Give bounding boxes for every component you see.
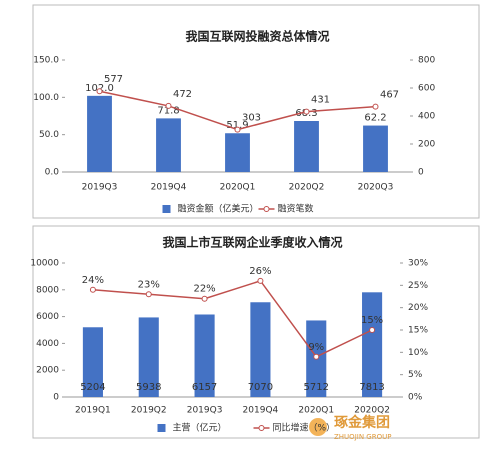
y-tick-label: 100.0 (33, 93, 59, 103)
x-tick-label: 2019Q3 (82, 183, 118, 193)
x-tick-label: 2020Q1 (220, 183, 256, 193)
point-label: 22% (193, 284, 215, 295)
legend-swatch (258, 425, 265, 431)
legend-swatch (162, 205, 171, 213)
legend-swatch (263, 206, 270, 212)
logo-name: 琢金集团 (334, 414, 390, 431)
legend-label: 融资金额（亿美元） (178, 203, 259, 215)
point-label: 23% (138, 279, 160, 290)
legend-label: 同比增速（%） (273, 422, 336, 434)
point (96, 88, 103, 95)
bar (87, 95, 112, 172)
x-tick-label: 2020Q2 (354, 406, 390, 416)
x-tick-label: 2020Q1 (298, 406, 334, 416)
bar-label: 71.8 (157, 105, 179, 116)
bar-label: 7070 (248, 382, 273, 393)
bar-label: 7813 (359, 382, 384, 393)
point-label: 15% (361, 315, 383, 326)
y-tick-label: 6000 (36, 312, 59, 322)
point-label: 577 (104, 74, 123, 85)
bar (225, 133, 250, 172)
point (303, 108, 310, 115)
point-label: 431 (311, 95, 330, 106)
bar-label: 5938 (136, 382, 161, 393)
y2-tick-label: 200 (418, 140, 435, 150)
bar-label: 62.2 (364, 113, 386, 124)
bar-label: 5712 (304, 382, 329, 393)
y2-tick-label: 400 (418, 112, 435, 122)
point-label: 9% (308, 342, 324, 353)
point (165, 102, 172, 109)
bar (363, 125, 388, 172)
bar-label: 5204 (80, 382, 105, 393)
x-tick-label: 2019Q3 (187, 406, 223, 416)
bar (362, 292, 383, 397)
x-tick-label: 2019Q1 (75, 406, 111, 416)
bar (156, 118, 181, 172)
legend-label: 融资笔数 (278, 203, 314, 215)
point (89, 286, 96, 293)
point-label: 467 (380, 90, 399, 101)
y2-tick-label: 30% (408, 259, 428, 269)
bar (138, 317, 159, 397)
x-tick-label: 2020Q2 (289, 183, 325, 193)
point (372, 103, 379, 110)
bar (194, 314, 215, 397)
point (257, 277, 264, 284)
x-tick-label: 2019Q4 (243, 406, 279, 416)
y-tick-label: 4000 (36, 339, 59, 349)
legend-label: 主营（亿元） (173, 422, 227, 434)
y-tick-label: 10000 (30, 259, 59, 269)
y2-tick-label: 25% (408, 281, 428, 291)
logo: 琢金集团 ZHUOJIN GROUP (309, 414, 391, 441)
point-label: 472 (173, 89, 192, 100)
y-tick-label: 50.0 (39, 130, 59, 140)
y-tick-label: 2000 (36, 366, 59, 376)
point-label: 303 (242, 113, 261, 124)
y-tick-label: 0.0 (45, 168, 60, 178)
y-tick-label: 150.0 (33, 56, 59, 66)
legend-swatch (157, 424, 166, 432)
point-label: 26% (249, 266, 271, 277)
y2-tick-label: 10% (408, 348, 428, 358)
bar-label: 6157 (192, 382, 217, 393)
point (313, 353, 320, 360)
chart-title: 我国互联网投融资总体情况 (185, 29, 329, 44)
logo-icon (309, 418, 327, 436)
y2-tick-label: 0 (418, 168, 424, 178)
y2-tick-label: 0% (408, 393, 423, 403)
y-tick-label: 0 (53, 393, 59, 403)
line (92, 279, 373, 358)
point (145, 291, 152, 298)
bar (250, 302, 271, 397)
point (234, 126, 241, 133)
point (369, 327, 376, 333)
chart-title: 我国上市互联网企业季度收入情况 (162, 235, 342, 250)
y2-tick-label: 20% (408, 303, 428, 313)
y2-tick-label: 15% (408, 326, 428, 336)
bar (294, 121, 319, 172)
x-tick-label: 2019Q4 (151, 183, 187, 193)
point (201, 295, 208, 302)
y-tick-label: 8000 (36, 285, 59, 295)
x-tick-label: 2020Q3 (358, 183, 394, 193)
bar-label: 51.9 (226, 120, 248, 131)
y2-tick-label: 600 (418, 84, 435, 94)
y2-tick-label: 5% (408, 370, 423, 380)
bar (82, 327, 103, 397)
x-tick-label: 2019Q2 (131, 406, 167, 416)
point-label: 24% (82, 275, 104, 286)
y2-tick-label: 800 (418, 56, 435, 66)
logo-subtitle: ZHUOJIN GROUP (334, 433, 391, 441)
